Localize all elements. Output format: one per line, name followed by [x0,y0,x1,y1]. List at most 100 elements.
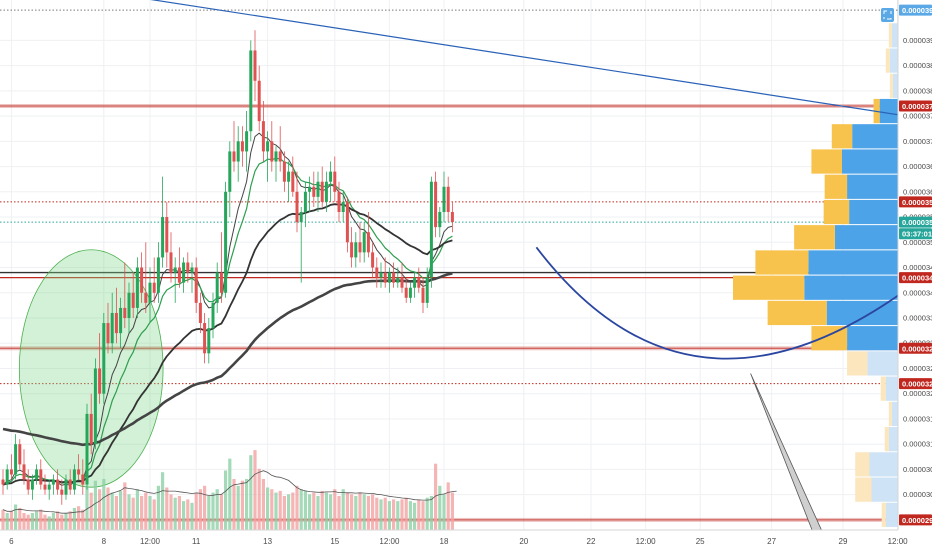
price-tick-label-6: 0.0000360 [903,187,932,196]
candle-body-41 [173,267,177,273]
candle-body-28 [119,307,123,334]
volume-bar-38 [161,472,165,530]
vp-sell-11 [826,300,898,326]
price-tick-label-11: 0.0000335 [903,314,932,323]
candle-body-36 [152,282,156,293]
volume-bar-54 [228,458,232,530]
volume-bar-83 [350,494,354,530]
candle-body-35 [148,282,152,303]
vp-buy-4 [831,124,853,149]
volume-bar-91 [383,497,387,530]
price-tick-label-17: 0.0000305 [903,465,932,474]
volume-bar-72 [303,490,307,530]
candle-body-68 [287,171,291,182]
candle-body-53 [224,191,228,293]
candle-body-29 [123,307,127,318]
candle-body-39 [165,217,169,253]
candle-body-95 [400,277,404,288]
volume-bar-97 [408,501,412,530]
price-badge-0: 0.0000396 [902,6,932,15]
vp-buy-16 [884,427,889,452]
volume-bar-42 [177,496,181,530]
price-badge-6: 0.0000329 [902,344,932,353]
volume-bar-99 [417,499,421,530]
volume-bar-93 [392,499,396,530]
volume-bar-57 [240,480,244,530]
volume-bar-24 [102,479,106,530]
candle-body-106 [446,186,450,212]
volume-bar-45 [190,502,194,530]
candle-body-92 [387,272,391,283]
candle-body-63 [266,141,270,152]
volume-bar-26 [110,492,114,530]
candle-body-65 [274,151,278,162]
candle-body-84 [354,242,358,258]
candle-body-40 [169,252,173,273]
volume-bar-71 [299,489,303,530]
candle-body-96 [404,287,408,298]
vp-buy-15 [888,401,892,427]
time-tick-label-9: 22 [587,537,596,546]
candle-body-81 [341,201,345,212]
volume-bar-18 [77,506,81,530]
volume-bar-13 [56,511,60,530]
vp-sell-14 [885,376,898,401]
volume-bar-36 [152,499,156,530]
volume-bar-35 [148,496,152,530]
price-badge-bg-1 [899,100,932,112]
price-tick-label-16: 0.0000310 [903,440,932,449]
expand-icon[interactable] [881,8,894,22]
candle-body-17 [72,469,76,490]
price-badge-3: 0.0000354 [902,218,932,227]
volume-bar-79 [333,489,337,530]
candle-body-72 [303,191,307,212]
volume-bar-19 [81,509,85,530]
candle-body-45 [190,267,194,273]
volume-bar-78 [329,494,333,530]
volume-bar-58 [245,479,249,530]
candle-body-23 [98,368,102,394]
vp-sell-0 [891,23,898,48]
candle-body-2 [9,469,13,475]
candle-body-24 [102,323,106,394]
candle-body-52 [219,272,223,293]
vp-sell-9 [808,250,898,275]
volume-bar-69 [291,492,295,530]
candle-body-78 [329,171,333,182]
volume-bar-27 [114,496,118,530]
candle-body-12 [51,479,55,485]
candle-body-7 [30,479,34,490]
candle-body-93 [392,272,396,283]
price-tick-label-18: 0.0000300 [903,490,932,499]
candle-body-66 [278,151,282,162]
volume-bar-73 [308,494,312,530]
volume-bar-56 [236,485,240,530]
volume-bar-46 [194,492,198,530]
volume-bar-15 [64,513,68,530]
volume-bar-40 [169,494,173,530]
candle-body-74 [312,186,316,197]
volume-bar-47 [198,489,202,530]
volume-bar-70 [295,485,299,530]
volume-bar-101 [425,497,429,530]
down-arrow [750,373,827,541]
candle-body-55 [232,151,236,162]
volume-bar-21 [89,492,93,530]
volume-bar-41 [173,497,177,530]
vp-sell-7 [849,199,898,225]
candle-body-50 [211,302,215,329]
volume-bar-4 [18,507,22,530]
volume-bar-6 [26,514,30,530]
candle-body-87 [366,232,370,253]
vp-sell-2 [892,73,898,98]
volume-bar-88 [371,494,375,530]
volume-bar-107 [450,492,454,530]
candle-body-76 [320,181,324,202]
candle-body-26 [110,312,114,344]
volume-bar-76 [320,490,324,530]
candle-body-13 [56,479,60,490]
vp-buy-17 [855,452,870,477]
